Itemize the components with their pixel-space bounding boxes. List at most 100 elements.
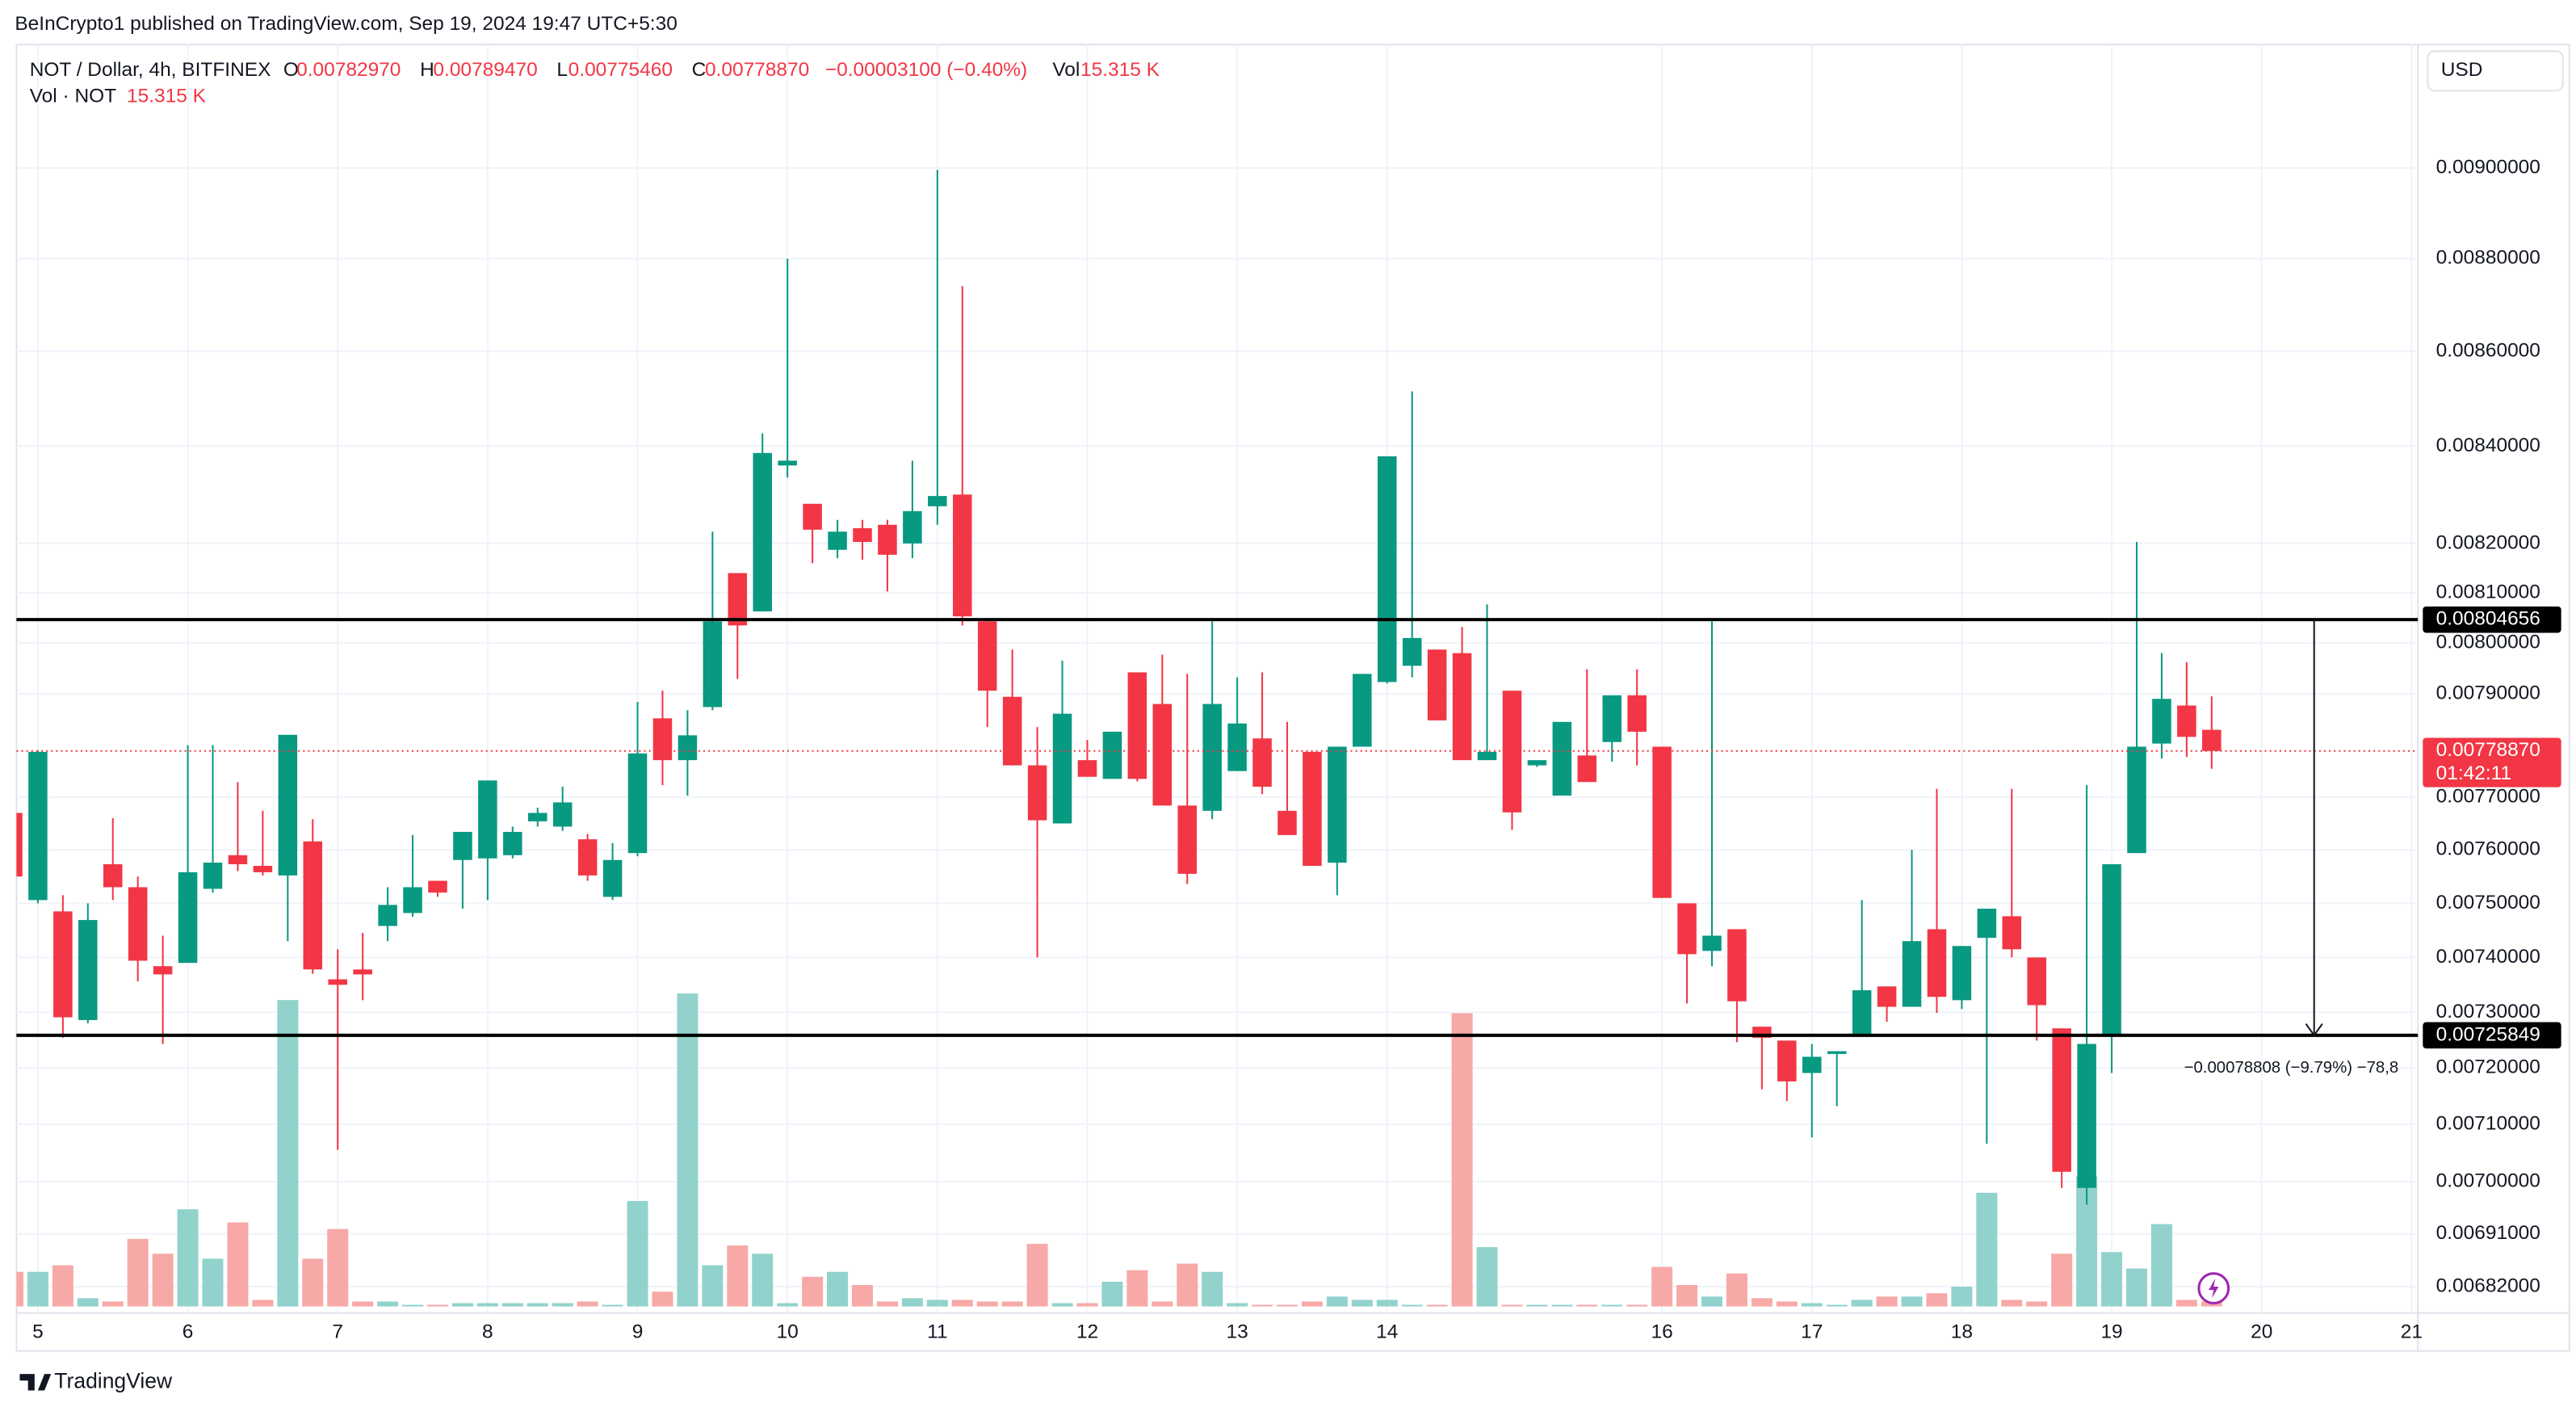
x-tick-label: 12 (1076, 1321, 1098, 1343)
candle-body (928, 496, 947, 506)
candle-body (1002, 696, 1022, 766)
volume-bar (352, 1301, 374, 1307)
volume-bar (727, 1245, 749, 1307)
candle-body (2002, 916, 2022, 950)
candle-body (1152, 704, 1173, 806)
candle-body (1502, 691, 1522, 813)
candle-body (203, 863, 223, 889)
candle-body (527, 813, 548, 821)
candle-body (1353, 674, 1372, 747)
currency-button[interactable] (2427, 50, 2564, 92)
volume-bar (1676, 1284, 1698, 1307)
volume-bar (2126, 1268, 2147, 1307)
volume-bar (451, 1303, 473, 1307)
chart-frame (15, 44, 2570, 1352)
volume-bar (527, 1303, 548, 1307)
volume-bar (1851, 1300, 1873, 1307)
candle-body (903, 510, 922, 544)
volume-bar (1326, 1296, 1348, 1307)
volume-bar (501, 1303, 523, 1307)
volume-bar (1276, 1304, 1298, 1307)
legend-c: C (692, 59, 707, 81)
last-price-tag (2423, 737, 2561, 788)
candle-body (1727, 929, 1747, 1002)
candle-body (28, 751, 48, 901)
volume-bar (52, 1265, 73, 1307)
volume-bar (752, 1254, 774, 1307)
candle-body (1052, 713, 1072, 824)
volume-bar (1401, 1304, 1423, 1307)
x-tick-label: 19 (2100, 1321, 2122, 1343)
legend-l: L (556, 59, 568, 81)
volume-bar (851, 1284, 873, 1307)
x-tick-label: 7 (332, 1321, 343, 1343)
x-tick-label: 18 (1951, 1321, 1973, 1343)
candle-body (16, 813, 23, 877)
volume-bar (1101, 1281, 1123, 1307)
candle-body (103, 864, 123, 888)
volume-bar (426, 1304, 448, 1307)
candle-body (1802, 1056, 1822, 1073)
level-tag (2423, 606, 2561, 633)
candle-body (577, 839, 598, 876)
volume-bar (327, 1228, 349, 1307)
candle-body (1552, 721, 1572, 796)
candle-body (1252, 738, 1272, 788)
y-tick-label: 0.00800000 (2436, 632, 2540, 653)
volume-bar (827, 1271, 849, 1307)
candle-body (977, 621, 997, 691)
x-tick-label: 16 (1651, 1321, 1673, 1343)
volume-bar (1001, 1301, 1023, 1307)
candle-body (1127, 672, 1147, 779)
volume-bar (202, 1258, 224, 1307)
legend-change: −0.00003100 (−0.40%) (825, 59, 1027, 81)
volume-legend: Vol · NOT 15.315 K (30, 86, 207, 107)
x-tick-label: 10 (777, 1321, 799, 1343)
volume-bar (677, 993, 699, 1307)
x-tick-label: 13 (1226, 1321, 1248, 1343)
volume-bar (1601, 1304, 1623, 1307)
volume-bar (1202, 1271, 1223, 1307)
volume-bar (127, 1238, 149, 1307)
candle-body (1777, 1040, 1797, 1082)
volume-bar (1801, 1303, 1823, 1307)
candle-body (403, 887, 422, 914)
candle-body (478, 780, 497, 859)
candle-body (428, 880, 447, 893)
volume-bar (1526, 1304, 1548, 1307)
volume-bar (1301, 1301, 1323, 1307)
candle-body (228, 855, 248, 865)
candle-body (2127, 746, 2146, 854)
volume-bar (277, 1000, 299, 1307)
volume-bar (1501, 1304, 1523, 1307)
volume-bar (1426, 1304, 1448, 1307)
brand-logo (19, 1374, 52, 1391)
x-tick-label: 9 (632, 1321, 644, 1343)
candle-body (1977, 909, 1997, 939)
y-tick-label: 0.00730000 (2436, 1001, 2540, 1023)
candle-body (1577, 755, 1597, 783)
candle-body (1452, 653, 1472, 761)
y-tick-label: 0.00710000 (2436, 1113, 2540, 1135)
last-price-label: 0.00778870 (2436, 739, 2540, 761)
volume-bar (252, 1300, 274, 1307)
candle-body (503, 831, 522, 855)
candle-body (2177, 705, 2196, 737)
candle-body (828, 531, 847, 550)
candle-body (1303, 751, 1322, 866)
x-tick-label: 21 (2401, 1321, 2423, 1343)
x-tick-label: 11 (927, 1321, 947, 1343)
volume-bar (77, 1298, 99, 1307)
volume-bar (1351, 1300, 1373, 1307)
volume-bar (102, 1301, 124, 1307)
candle-body (253, 865, 273, 872)
candle-body (703, 621, 723, 708)
legend-low: 0.00775460 (568, 59, 673, 81)
volume-bar (1976, 1192, 1998, 1307)
candle-body (2202, 729, 2221, 751)
candle-body (1827, 1051, 1847, 1054)
overlay: 0.00900000 0.00880000 0.00860000 0.00840000… (16, 156, 2561, 1343)
legend-open: 0.00782970 (296, 59, 401, 81)
candle-body (2152, 699, 2171, 744)
